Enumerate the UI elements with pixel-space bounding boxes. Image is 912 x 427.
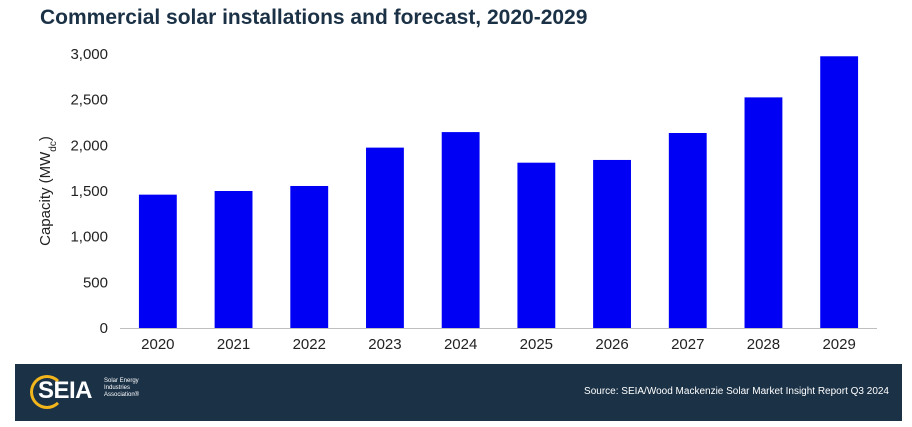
x-tick-label: 2025 [520,336,553,353]
y-axis-title: Capacity (MWdc) [37,136,59,246]
x-tick-labels: 2020 2021 2022 2023 2024 2025 2026 2027 2028 2029 [141,336,856,353]
x-tick-label: 2020 [141,336,174,353]
seia-logo: SEIA Solar Energy Industries Association… [30,374,160,412]
x-tick-label: 2024 [444,336,477,353]
y-tick-label: 3,000 [70,46,108,63]
y-axis-label: Capacity (MWdc) [37,136,59,246]
x-tick-label: 2026 [595,336,628,353]
x-tick-label: 2021 [217,336,250,353]
x-tick-label: 2027 [671,336,704,353]
bar-2027 [668,133,707,328]
y-tick-label: 500 [83,274,108,291]
bar-2021 [214,191,253,328]
bar-2024 [441,132,480,328]
y-tick-label: 1,500 [70,183,108,200]
bar-2026 [593,159,631,328]
bar-2029 [820,56,859,329]
footer-bar: SEIA Solar Energy Industries Association… [15,364,902,421]
bar-2023 [366,147,404,328]
x-tick-label: 2028 [747,336,780,353]
bar-2022 [290,185,329,328]
y-tick-label: 2,000 [70,137,108,154]
logo-line-3: Association® [104,392,140,398]
x-tick-label: 2029 [822,336,855,353]
source-note: Source: SEIA/Wood Mackenzie Solar Market… [584,386,889,397]
logo-wordmark: SEIA [38,377,93,404]
bar-2025 [517,162,556,328]
x-tick-label: 2023 [368,336,401,353]
bar-2028 [744,97,783,328]
logo-line-2: Industries [104,385,131,391]
logo-sun-icon [30,375,64,409]
x-tick-label: 2022 [293,336,326,353]
logo-subtitle: Solar Energy Industries Association® [104,378,164,399]
y-tick-labels: 0 500 1,000 1,500 2,000 2,500 3,000 [70,46,108,337]
bars [138,56,859,329]
y-tick-label: 0 [100,320,108,337]
logo-line-1: Solar Energy [104,378,139,384]
chart-title: Commercial solar installations and forec… [40,6,588,29]
bar-chart: Capacity (MWdc) 0 500 1,000 1,500 2,000 2,500… [37,46,877,353]
y-tick-label: 2,500 [70,92,108,109]
bar-2020 [138,194,177,328]
y-tick-label: 1,000 [70,229,108,246]
